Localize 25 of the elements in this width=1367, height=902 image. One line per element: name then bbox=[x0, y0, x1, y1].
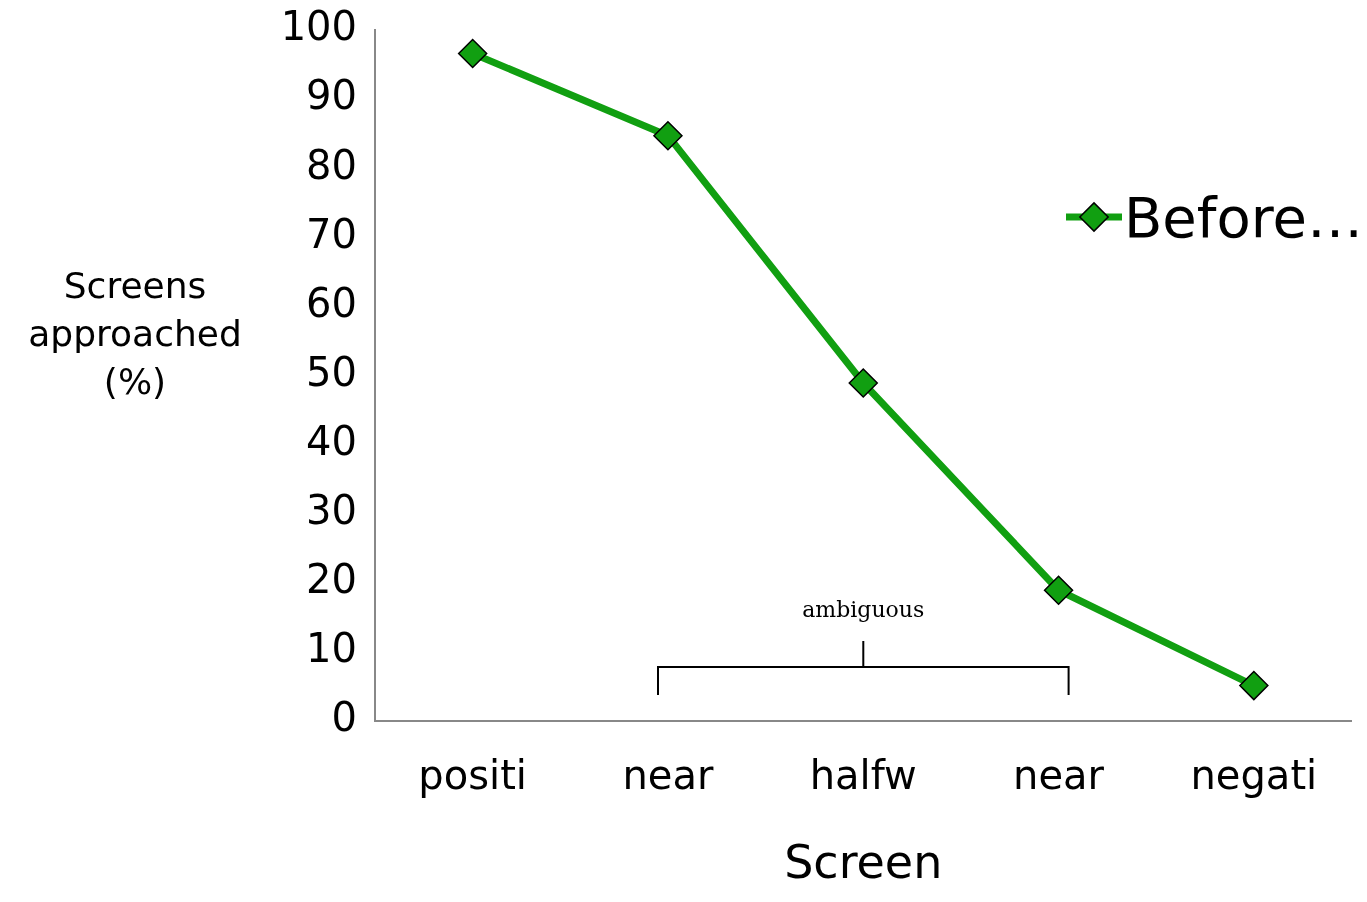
y-tick-label: 30 bbox=[306, 486, 357, 533]
y-tick-label: 10 bbox=[306, 625, 357, 672]
y-tick-label: 40 bbox=[306, 417, 357, 464]
point bbox=[1043, 575, 1074, 605]
y-tick-label: 20 bbox=[306, 556, 357, 603]
annotation: ambiguous bbox=[802, 596, 925, 622]
x-axis-title: Screen bbox=[784, 835, 943, 890]
x-tick-label: positi bbox=[418, 752, 527, 799]
x-tick-label: negati bbox=[1190, 752, 1318, 799]
y-axis-title: Screens approached (%) bbox=[27, 264, 243, 404]
y-tick-label: 80 bbox=[306, 141, 357, 188]
y-tick-label: 100 bbox=[280, 3, 357, 50]
y-tick-label: 60 bbox=[306, 279, 357, 326]
legend-label: Before… bbox=[1123, 185, 1363, 250]
y-tick-label: 90 bbox=[306, 72, 357, 119]
point bbox=[653, 120, 683, 151]
point bbox=[1239, 670, 1269, 701]
x-tick-label: near bbox=[1013, 752, 1105, 799]
point bbox=[457, 38, 488, 69]
point bbox=[848, 368, 878, 398]
y-tick-label: 0 bbox=[331, 694, 357, 741]
x-tick-label: near bbox=[622, 752, 714, 799]
y-tick-label: 50 bbox=[306, 348, 357, 395]
y-tick-label: 70 bbox=[306, 210, 357, 257]
x-tick-label: halfw bbox=[809, 752, 917, 799]
